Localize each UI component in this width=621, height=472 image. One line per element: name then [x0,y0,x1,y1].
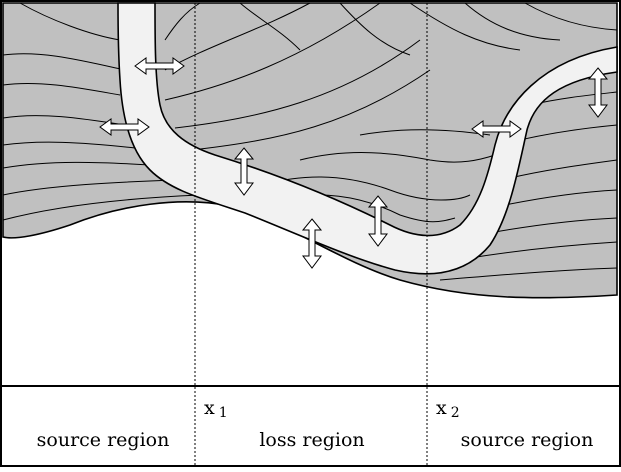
river-channel [117,2,618,275]
double-headed-arrow-icon [134,57,185,75]
flow-arrows [99,57,609,269]
region-label-right: source region [461,429,594,451]
region-label-left: source region [37,429,170,451]
double-headed-arrow-icon [471,120,522,138]
double-headed-arrow-icon [367,195,389,247]
region-label-middle: loss region [259,429,364,451]
double-headed-arrow-icon [99,118,150,136]
double-headed-arrow-icon [301,218,323,269]
double-headed-arrow-icon [587,67,609,118]
double-headed-arrow-icon [233,147,255,196]
